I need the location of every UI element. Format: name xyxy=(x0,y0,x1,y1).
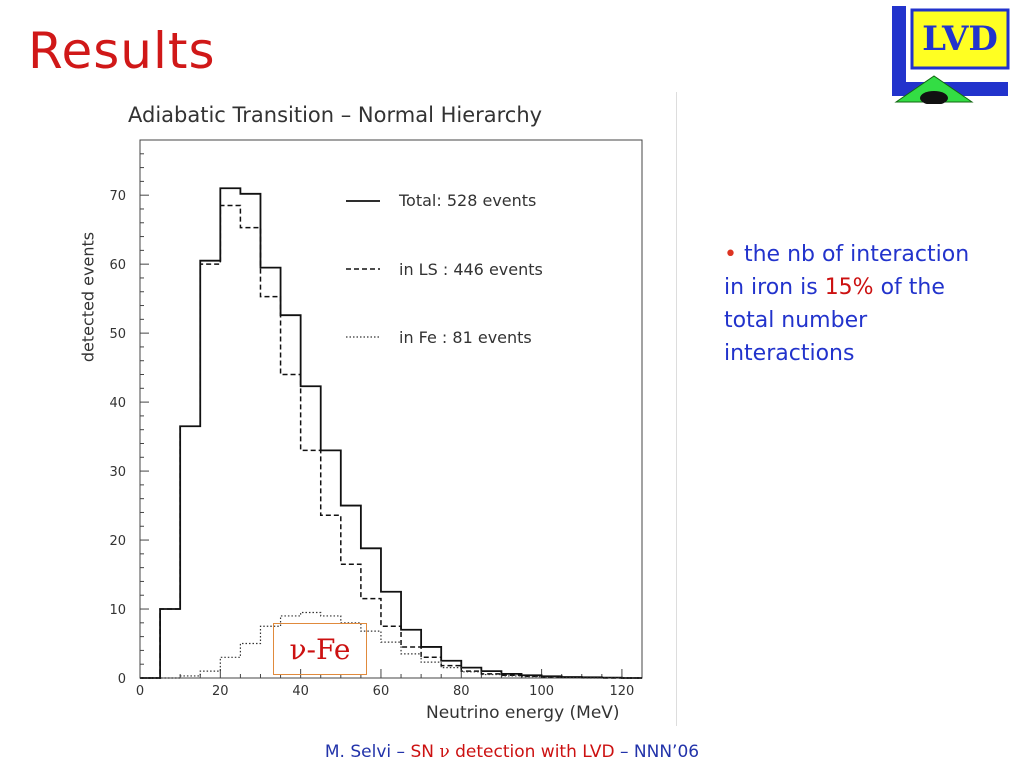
y-tick-label: 30 xyxy=(109,465,126,480)
histogram-series-in-fe xyxy=(140,611,642,679)
x-tick-label: 40 xyxy=(292,684,309,699)
x-tick-label: 0 xyxy=(136,684,144,699)
x-axis-label: Neutrino energy (MeV) xyxy=(426,703,620,723)
y-tick-label: 70 xyxy=(109,189,126,204)
y-tick-label: 60 xyxy=(109,258,126,273)
x-tick-label: 100 xyxy=(529,684,554,699)
percentage-highlight: 15% xyxy=(824,275,874,300)
histogram-series-total xyxy=(140,187,642,679)
lvd-logo: LVD xyxy=(892,6,1010,104)
y-tick-label: 0 xyxy=(118,672,126,687)
legend-entry-total: Total: 528 events xyxy=(399,191,537,210)
y-axis-label: detected events xyxy=(78,231,98,363)
y-tick-label: 50 xyxy=(109,327,126,342)
logo-text: LVD xyxy=(922,19,998,59)
nu-fe-annotation: ν-Fe xyxy=(273,623,367,675)
histogram-series-in-ls xyxy=(140,204,642,679)
footer: M. Selvi – SN ν detection with LVD – NNN… xyxy=(324,742,700,762)
bullet-point: • the nb of interaction in iron is 15% o… xyxy=(724,242,970,366)
histogram-svg: 0 20 40 60 80 100 120 0 10 20 30 40 50 60 70 xyxy=(109,139,643,699)
bullet-dot: • xyxy=(724,242,737,267)
chart-title: Adiabatic Transition – Normal Hierarchy xyxy=(128,103,543,127)
y-tick-label: 40 xyxy=(109,396,126,411)
slide-title: Results xyxy=(28,22,216,80)
x-tick-label: 20 xyxy=(212,684,229,699)
legend-entry-fe: in Fe : 81 events xyxy=(399,328,532,347)
x-tick-label: 60 xyxy=(373,684,390,699)
histogram-figure: 0 20 40 60 80 100 120 0 10 20 30 40 50 60 70 Adiabatic… xyxy=(62,92,677,726)
y-tick-label: 20 xyxy=(109,534,126,549)
x-tick-label: 120 xyxy=(610,684,635,699)
y-tick-label: 10 xyxy=(109,603,126,618)
legend-entry-ls: in LS : 446 events xyxy=(399,260,543,279)
plot-frame xyxy=(139,139,643,679)
x-tick-label: 80 xyxy=(453,684,470,699)
